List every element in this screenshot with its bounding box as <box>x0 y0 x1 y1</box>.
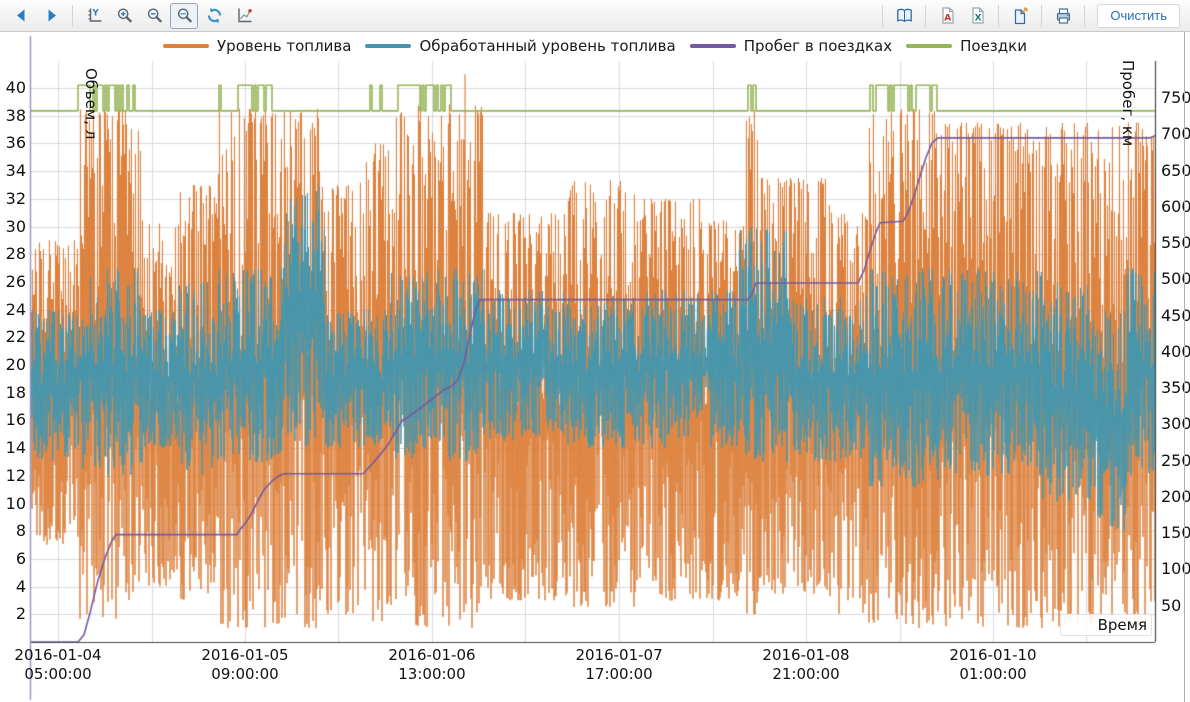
x-tick-label: 2016-01-04 05:00:00 <box>14 646 102 683</box>
y-left-tick-label: 6 <box>15 548 26 568</box>
y-right-tick-label: 350 <box>1161 378 1190 398</box>
y-left-tick-label: 4 <box>15 576 26 596</box>
y-left-tick-label: 40 <box>5 78 26 97</box>
y-right-tick-label: 500 <box>1161 269 1190 289</box>
export-file-icon <box>1014 7 1028 25</box>
x-tick-label: 2016-01-07 17:00:00 <box>575 646 663 683</box>
x-tick-label: 2016-01-05 09:00:00 <box>201 646 289 683</box>
prev-button[interactable] <box>7 3 35 29</box>
toolbar-separator <box>925 4 927 27</box>
line-chart-button[interactable] <box>230 3 258 29</box>
y-left-tick-label: 8 <box>15 521 26 541</box>
y-right-tick-label: 450 <box>1161 305 1190 325</box>
x-tick-label: 2016-01-10 01:00:00 <box>949 646 1037 683</box>
toolbar-separator <box>1084 4 1086 27</box>
print-button[interactable] <box>1049 3 1077 29</box>
clear-button[interactable]: Очистить <box>1097 3 1180 28</box>
export-excel-button[interactable]: X <box>963 3 991 29</box>
legend-label: Обработанный уровень топлива <box>419 37 676 55</box>
y-right-tick-label: 300 <box>1161 414 1190 434</box>
refresh-button[interactable] <box>200 3 228 29</box>
print-icon <box>1056 8 1071 24</box>
toolbar-separator <box>72 4 73 27</box>
y-right-tick-label: 50 <box>1161 595 1182 615</box>
y-left-tick-label: 2 <box>15 604 26 624</box>
y-right-tick-label: 750 <box>1161 88 1190 107</box>
refresh-icon <box>207 7 221 24</box>
export-file-button[interactable] <box>1006 3 1034 29</box>
svg-text:X: X <box>975 14 982 24</box>
y-right-tick-label: 400 <box>1161 341 1190 361</box>
next-button[interactable] <box>37 3 65 29</box>
legend-swatch-trips <box>906 44 953 48</box>
y-left-tick-label: 18 <box>5 382 26 402</box>
line-chart-icon <box>237 8 252 23</box>
report-book-icon <box>897 8 912 23</box>
export-pdf-button[interactable]: A <box>933 3 961 29</box>
y-right-axis-title: Пробег, км <box>1119 60 1137 147</box>
y-left-tick-label: 28 <box>5 244 26 264</box>
x-tick-label: 2016-01-06 13:00:00 <box>388 646 476 683</box>
toolbar-separator <box>1041 4 1043 27</box>
y-left-tick-label: 30 <box>5 216 26 236</box>
export-pdf-icon: A <box>942 7 954 24</box>
y-left-tick-label: 38 <box>5 105 26 125</box>
y-left-tick-label: 20 <box>5 355 26 374</box>
y-left-tick-label: 24 <box>5 299 26 319</box>
legend-item-trip-mileage[interactable]: Пробег в поездках <box>689 37 893 55</box>
legend-item-fuel-raw[interactable]: Уровень топлива <box>163 37 351 55</box>
y-left-tick-label: 16 <box>5 410 26 430</box>
y-axis-scale-button[interactable]: Y <box>80 3 108 29</box>
legend-swatch-trip-mileage <box>689 44 736 48</box>
y-right-tick-label: 250 <box>1161 450 1190 470</box>
y-left-tick-label: 36 <box>5 133 26 153</box>
y-right-tick-label: 200 <box>1161 486 1190 506</box>
y-right-tick-label: 650 <box>1161 160 1190 180</box>
y-left-tick-label: 32 <box>5 188 26 208</box>
legend-label: Пробег в поездках <box>743 37 893 55</box>
legend-label: Уровень топлива <box>217 37 352 55</box>
chart-panel: Уровень топлива Обработанный уровень топ… <box>0 32 1190 702</box>
arrow-right-icon <box>48 9 56 22</box>
chart-legend: Уровень топлива Обработанный уровень топ… <box>0 37 1190 55</box>
y-left-tick-label: 22 <box>5 327 26 347</box>
chart-plot-area[interactable] <box>0 32 1190 702</box>
y-left-tick-label: 34 <box>5 161 26 181</box>
toolbar-separator <box>998 4 1000 27</box>
zoom-region-button[interactable] <box>170 2 198 29</box>
zoom-region-icon <box>177 8 192 23</box>
x-tick-label: 2016-01-08 21:00:00 <box>762 646 850 683</box>
y-right-tick-label: 150 <box>1161 523 1190 543</box>
legend-swatch-fuel-processed <box>365 44 412 48</box>
y-right-tick-label: 600 <box>1161 196 1190 216</box>
legend-item-trips[interactable]: Поездки <box>906 37 1027 55</box>
legend-label: Поездки <box>960 37 1027 55</box>
y-right-tick-label: 100 <box>1161 559 1190 579</box>
zoom-out-button[interactable] <box>140 3 168 29</box>
zoom-in-button[interactable] <box>110 3 138 29</box>
y-left-tick-label: 10 <box>5 493 26 513</box>
x-axis-title: Время <box>1060 614 1152 636</box>
svg-text:A: A <box>944 14 951 24</box>
legend-item-fuel-processed[interactable]: Обработанный уровень топлива <box>365 37 676 55</box>
y-right-tick-label: 700 <box>1161 124 1190 144</box>
zoom-in-icon <box>117 8 132 23</box>
y-left-tick-label: 14 <box>5 438 26 458</box>
chart-toolbar: Y <box>0 0 1190 32</box>
arrow-left-icon <box>16 9 24 22</box>
export-excel-icon: X <box>972 7 984 24</box>
legend-swatch-fuel-raw <box>163 44 210 48</box>
y-left-tick-label: 26 <box>5 271 26 291</box>
y-axis-scale-icon: Y <box>88 8 101 22</box>
y-left-tick-label: 12 <box>5 465 26 485</box>
svg-text:Y: Y <box>91 9 99 19</box>
report-book-button[interactable] <box>890 3 918 29</box>
y-left-axis-title: Объем, л <box>82 68 100 140</box>
zoom-out-icon <box>147 8 162 23</box>
y-right-tick-label: 550 <box>1161 233 1190 253</box>
toolbar-separator <box>882 4 884 27</box>
panel-right-border <box>1184 32 1185 702</box>
